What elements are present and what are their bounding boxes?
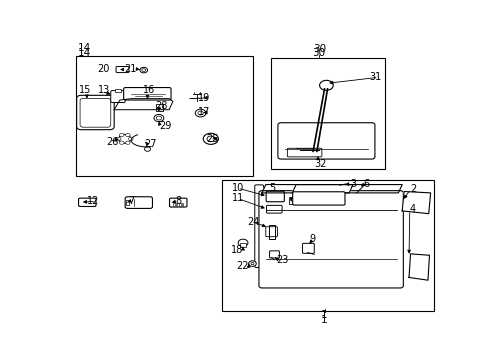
Circle shape bbox=[250, 262, 253, 265]
Circle shape bbox=[319, 80, 332, 90]
Bar bbox=[181, 203, 183, 206]
Text: 29: 29 bbox=[159, 121, 172, 131]
Bar bbox=[271, 58, 385, 169]
FancyBboxPatch shape bbox=[265, 191, 284, 202]
Circle shape bbox=[195, 109, 205, 117]
Bar bbox=[156, 104, 163, 111]
Circle shape bbox=[128, 137, 133, 140]
Text: 1: 1 bbox=[321, 310, 327, 320]
Circle shape bbox=[154, 114, 163, 122]
Circle shape bbox=[119, 141, 124, 144]
Text: 22: 22 bbox=[236, 261, 248, 270]
Text: 4: 4 bbox=[409, 204, 415, 214]
Text: 5: 5 bbox=[268, 183, 274, 193]
Bar bbox=[222, 180, 433, 311]
Circle shape bbox=[248, 261, 256, 266]
Text: 25: 25 bbox=[205, 134, 218, 144]
FancyBboxPatch shape bbox=[266, 205, 282, 213]
Text: 26: 26 bbox=[105, 138, 118, 148]
Text: 14: 14 bbox=[77, 49, 90, 58]
Text: 12: 12 bbox=[86, 196, 99, 206]
Text: 3: 3 bbox=[349, 179, 356, 189]
Bar bbox=[179, 203, 180, 206]
FancyBboxPatch shape bbox=[277, 123, 374, 159]
Bar bbox=[76, 56, 252, 176]
Circle shape bbox=[140, 67, 147, 73]
Bar bbox=[240, 243, 245, 247]
Text: 23: 23 bbox=[276, 255, 288, 265]
Circle shape bbox=[125, 133, 130, 137]
Bar bbox=[115, 90, 121, 92]
Text: 17: 17 bbox=[197, 108, 210, 117]
FancyBboxPatch shape bbox=[125, 197, 152, 208]
Bar bbox=[176, 203, 177, 206]
Text: 9: 9 bbox=[309, 234, 315, 244]
Circle shape bbox=[156, 116, 161, 120]
Bar bbox=[288, 198, 293, 204]
FancyBboxPatch shape bbox=[254, 185, 263, 267]
FancyBboxPatch shape bbox=[292, 192, 344, 205]
FancyBboxPatch shape bbox=[169, 198, 186, 207]
Text: 13: 13 bbox=[98, 85, 110, 95]
Circle shape bbox=[119, 134, 131, 143]
Text: 8: 8 bbox=[175, 196, 182, 206]
FancyBboxPatch shape bbox=[269, 251, 279, 258]
FancyBboxPatch shape bbox=[302, 243, 314, 253]
FancyBboxPatch shape bbox=[111, 91, 125, 103]
Bar bbox=[125, 201, 128, 205]
Circle shape bbox=[116, 137, 121, 140]
Bar bbox=[173, 203, 175, 206]
Circle shape bbox=[144, 147, 150, 151]
FancyBboxPatch shape bbox=[79, 198, 96, 207]
Polygon shape bbox=[292, 185, 352, 193]
Text: 7: 7 bbox=[128, 196, 135, 206]
Circle shape bbox=[206, 136, 214, 141]
Text: 19: 19 bbox=[198, 93, 210, 103]
Text: 1: 1 bbox=[321, 315, 327, 325]
FancyBboxPatch shape bbox=[77, 95, 114, 130]
Text: 10: 10 bbox=[232, 183, 244, 193]
Circle shape bbox=[203, 133, 218, 144]
Polygon shape bbox=[401, 192, 430, 214]
Polygon shape bbox=[262, 185, 401, 193]
Polygon shape bbox=[408, 254, 428, 280]
Circle shape bbox=[119, 133, 124, 137]
Circle shape bbox=[238, 239, 247, 246]
Text: 24: 24 bbox=[246, 217, 259, 227]
Text: 31: 31 bbox=[368, 72, 381, 82]
Text: 6: 6 bbox=[363, 179, 369, 189]
Text: 11: 11 bbox=[232, 193, 244, 203]
Text: 32: 32 bbox=[314, 159, 326, 169]
Circle shape bbox=[198, 111, 203, 115]
FancyBboxPatch shape bbox=[259, 191, 403, 288]
Text: 30: 30 bbox=[312, 49, 325, 58]
Text: 14: 14 bbox=[77, 43, 90, 53]
Text: 2: 2 bbox=[409, 184, 415, 194]
Text: 15: 15 bbox=[79, 85, 92, 95]
Text: 20: 20 bbox=[97, 64, 109, 74]
FancyBboxPatch shape bbox=[123, 87, 171, 100]
Circle shape bbox=[142, 69, 145, 72]
Text: 21: 21 bbox=[123, 64, 136, 74]
Text: 18: 18 bbox=[230, 245, 243, 255]
Text: 27: 27 bbox=[144, 139, 157, 149]
Circle shape bbox=[125, 141, 130, 144]
Text: 28: 28 bbox=[155, 101, 167, 111]
FancyBboxPatch shape bbox=[116, 67, 129, 73]
Bar bbox=[268, 225, 274, 239]
Text: 30: 30 bbox=[312, 44, 325, 54]
Text: 16: 16 bbox=[142, 85, 155, 95]
